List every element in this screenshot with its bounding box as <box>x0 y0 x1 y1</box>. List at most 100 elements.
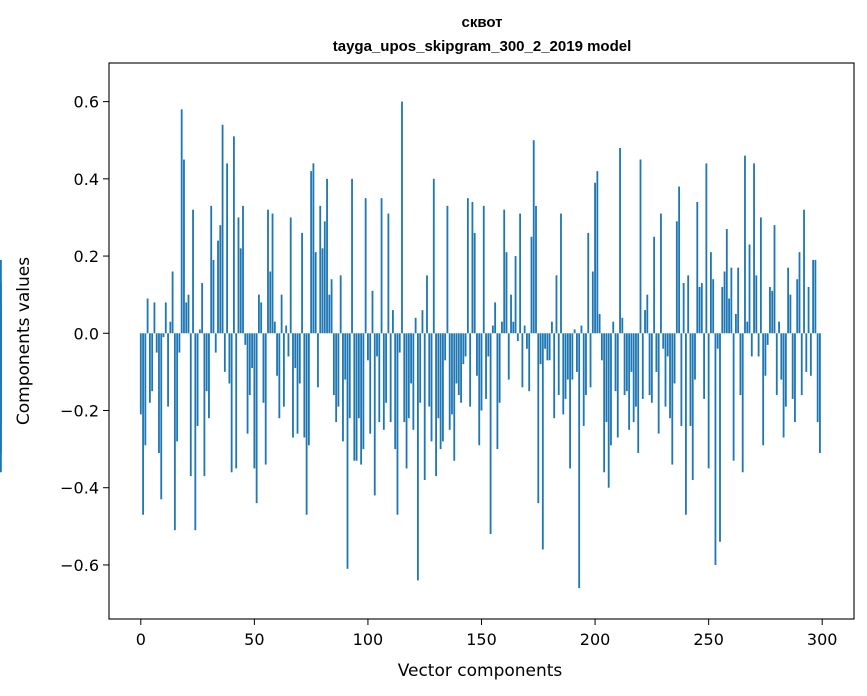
bar <box>332 333 335 396</box>
bar <box>389 333 392 423</box>
x-tick-label: 100 <box>353 630 384 649</box>
bar <box>780 333 783 380</box>
bar <box>0 333 2 473</box>
bar <box>294 333 297 369</box>
bar <box>353 333 356 461</box>
bar <box>267 209 269 334</box>
bar <box>819 333 821 453</box>
bar <box>226 163 229 334</box>
bar <box>405 333 408 469</box>
bar <box>210 205 213 334</box>
bar <box>589 333 592 388</box>
bar <box>489 333 492 535</box>
bar <box>396 333 399 515</box>
bar <box>807 286 810 334</box>
bar <box>764 333 767 376</box>
bar <box>407 333 410 419</box>
bar <box>728 298 730 334</box>
bar <box>217 240 219 334</box>
bar <box>416 333 419 581</box>
bar <box>342 333 344 442</box>
bar <box>421 310 424 334</box>
bar <box>394 333 397 450</box>
bar <box>741 333 744 473</box>
bar <box>680 333 683 426</box>
bar <box>344 333 347 380</box>
bar <box>491 325 494 334</box>
bar <box>301 232 303 334</box>
bar <box>505 252 508 334</box>
bar <box>548 333 551 361</box>
bar <box>228 333 231 384</box>
bar <box>466 198 469 334</box>
bar <box>378 333 381 423</box>
bar <box>253 333 256 469</box>
bar <box>464 333 467 357</box>
bar <box>382 333 385 430</box>
bar <box>566 333 569 380</box>
bar <box>296 333 299 434</box>
bar <box>787 267 790 334</box>
bar <box>771 290 774 334</box>
bar <box>582 333 585 426</box>
bar <box>784 333 787 407</box>
bar <box>419 333 422 403</box>
bar <box>707 333 710 469</box>
bars-group <box>0 101 821 589</box>
bar <box>734 313 737 334</box>
bar <box>203 333 206 477</box>
bar <box>187 294 190 334</box>
bar <box>648 333 651 396</box>
bar <box>625 333 628 392</box>
y-tick-label: −0.6 <box>60 556 99 575</box>
bar <box>239 248 242 334</box>
bar <box>730 267 733 334</box>
bar <box>560 213 562 334</box>
y-tick-label: 0.6 <box>74 93 99 112</box>
bar <box>789 294 792 334</box>
bar <box>189 333 192 477</box>
bar <box>541 333 544 550</box>
bar <box>748 244 751 334</box>
bar <box>183 159 185 334</box>
bar <box>639 159 642 334</box>
bar <box>689 333 692 426</box>
bar <box>148 333 151 403</box>
bar <box>641 333 644 399</box>
bar <box>269 271 272 334</box>
bar <box>537 333 540 504</box>
chart-subtitle: tayga_upos_skipgram_300_2_2019 model <box>333 38 632 55</box>
bar <box>198 329 201 334</box>
bar <box>600 333 603 361</box>
bar <box>401 101 403 334</box>
bar <box>532 140 535 334</box>
bar <box>448 333 451 430</box>
bar <box>151 333 154 392</box>
bar <box>208 333 210 419</box>
y-tick-label: 0.2 <box>74 247 99 266</box>
bar <box>162 333 165 338</box>
y-tick-label: 0.0 <box>74 324 99 343</box>
bar <box>173 333 176 531</box>
bar <box>321 248 324 334</box>
bar <box>673 333 676 384</box>
bar <box>392 310 394 334</box>
bar <box>569 333 571 469</box>
bar <box>503 209 506 334</box>
bar <box>258 294 260 334</box>
y-tick-label: −0.4 <box>60 479 99 498</box>
bar <box>539 333 542 365</box>
bar <box>603 333 606 473</box>
bar <box>176 333 179 442</box>
bar <box>798 252 801 334</box>
bar <box>805 333 808 372</box>
bar <box>476 333 478 376</box>
x-tick-label: 250 <box>693 630 724 649</box>
bar <box>675 221 678 334</box>
bar <box>512 321 515 334</box>
bar <box>759 217 762 334</box>
bar <box>167 333 169 407</box>
bar <box>526 333 528 349</box>
bar <box>205 333 208 392</box>
y-tick-label: −0.2 <box>60 402 99 421</box>
